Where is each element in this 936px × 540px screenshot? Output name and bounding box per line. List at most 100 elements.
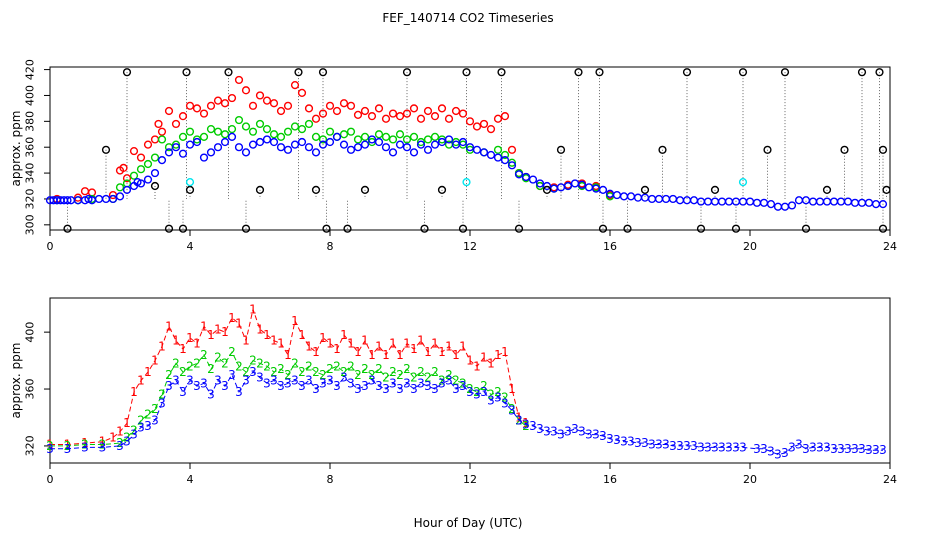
data-point <box>182 68 191 77</box>
data-point <box>241 122 251 131</box>
data-point <box>451 140 461 149</box>
data-point <box>353 135 363 144</box>
data-point <box>311 114 321 123</box>
series-label: 3 <box>277 379 285 393</box>
series-label: 3 <box>228 368 236 382</box>
series-label: 2 <box>501 391 509 405</box>
data-point <box>420 224 429 233</box>
data-point <box>192 104 202 113</box>
data-point <box>101 145 111 154</box>
series-label: 1 <box>123 416 131 430</box>
series-label: 2 <box>277 362 285 376</box>
data-point <box>500 112 510 121</box>
data-point <box>122 174 132 183</box>
series-label: 2 <box>403 362 411 376</box>
series-label: 3 <box>396 382 404 396</box>
data-point <box>150 153 160 162</box>
series-label: 1 <box>403 337 411 351</box>
series-line <box>50 307 527 445</box>
series-label: 1 <box>410 342 418 356</box>
data-point <box>154 119 163 129</box>
data-point <box>843 197 853 206</box>
data-point <box>682 196 692 205</box>
data-point <box>269 130 279 139</box>
data-point <box>304 104 314 113</box>
data-point <box>882 185 891 194</box>
data-point <box>311 148 321 157</box>
series-label: 2 <box>228 345 236 359</box>
series-label: 3 <box>46 442 54 456</box>
series-label: 2 <box>242 365 250 379</box>
data-point <box>864 198 874 207</box>
series-label: 1 <box>487 356 495 370</box>
series-label: 3 <box>620 435 628 449</box>
data-point <box>423 106 433 116</box>
x-tick-label: 16 <box>603 473 617 486</box>
series-label: 1 <box>382 348 390 362</box>
data-point <box>507 158 517 167</box>
x-tick-label: 20 <box>743 240 757 253</box>
data-point <box>255 137 265 147</box>
data-point <box>185 101 195 110</box>
data-point <box>542 185 552 194</box>
series-label: 1 <box>284 348 292 362</box>
data-point <box>255 91 265 100</box>
series-label: 2 <box>361 362 369 376</box>
data-point <box>80 187 90 196</box>
data-point <box>185 178 195 187</box>
data-point <box>297 124 307 134</box>
series-label: 1 <box>144 365 152 379</box>
data-point <box>479 148 489 157</box>
series-label: 3 <box>158 396 166 410</box>
data-point <box>857 68 867 77</box>
series-label: 1 <box>277 337 285 351</box>
data-point <box>304 119 314 129</box>
series-label: 1 <box>249 302 257 316</box>
series-label: 1 <box>256 322 264 336</box>
data-point <box>353 143 363 152</box>
y-tick-label: 420 <box>24 59 37 80</box>
series-label: 1 <box>151 354 159 368</box>
series-label: 3 <box>452 382 460 396</box>
data-point <box>171 143 181 152</box>
x-tick-label: 8 <box>327 240 334 253</box>
data-point <box>234 143 244 152</box>
data-point <box>185 185 195 194</box>
data-point <box>227 93 237 103</box>
data-point <box>297 88 307 97</box>
series-label: 3 <box>144 419 152 433</box>
series-line <box>50 371 883 456</box>
y-tick-label: 300 <box>24 214 37 235</box>
data-point <box>794 196 804 205</box>
data-point <box>73 193 83 202</box>
data-point <box>437 137 447 147</box>
series-label: 3 <box>270 374 278 388</box>
series-label: 1 <box>494 348 502 362</box>
series-label: 1 <box>326 337 334 351</box>
series-label: 2 <box>151 402 159 416</box>
data-point <box>206 148 216 157</box>
data-point <box>416 137 426 147</box>
series-label: 3 <box>795 438 803 452</box>
y-tick-label: 400 <box>24 322 37 343</box>
series-label: 1 <box>445 339 453 353</box>
series-label: 2 <box>487 388 495 402</box>
data-point <box>157 156 167 165</box>
data-point <box>164 224 174 233</box>
data-point <box>269 137 279 147</box>
data-point <box>808 197 818 206</box>
series-label: 2 <box>256 356 264 370</box>
series-label: 3 <box>151 413 159 427</box>
data-point <box>224 68 233 77</box>
data-point <box>199 109 209 118</box>
data-point <box>444 114 454 123</box>
series-label: 2 <box>291 356 299 370</box>
series-label: 1 <box>186 331 194 345</box>
data-point <box>507 161 517 170</box>
data-point <box>710 185 720 194</box>
y-tick-label: 360 <box>24 379 37 400</box>
series-label: 1 <box>158 339 166 353</box>
series-label: 3 <box>760 442 768 456</box>
series-label: 3 <box>172 374 180 388</box>
